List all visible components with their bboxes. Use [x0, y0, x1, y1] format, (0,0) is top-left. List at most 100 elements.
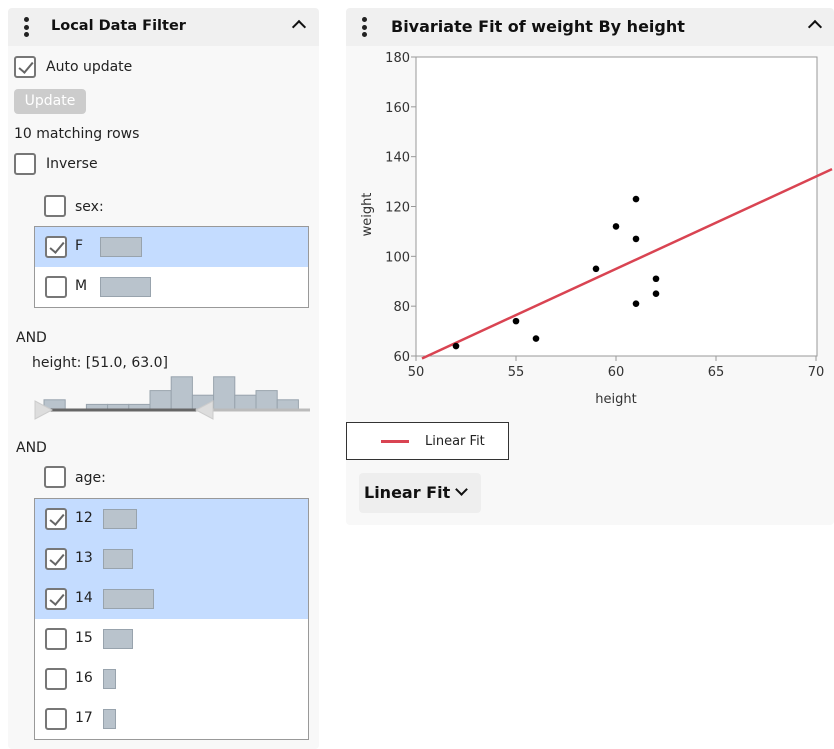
- auto-update-label: Auto update: [46, 59, 133, 75]
- age-list: 12 13 14 15 16 17: [34, 498, 309, 740]
- y-axis-label: weight: [360, 193, 375, 237]
- age-item-14[interactable]: 14: [35, 579, 308, 619]
- matching-rows: 10 matching rows: [14, 126, 140, 142]
- height-histogram-slider[interactable]: [0, 370, 320, 425]
- age-item-13[interactable]: 13: [35, 539, 308, 579]
- sex-checkbox[interactable]: [45, 276, 67, 298]
- age-item-16[interactable]: 16: [35, 659, 308, 699]
- sex-checkbox[interactable]: [45, 236, 67, 258]
- menu-dots-icon[interactable]: [24, 17, 30, 37]
- collapse-chevron-icon[interactable]: [291, 19, 307, 35]
- age-count-bar: [103, 589, 154, 609]
- data-point: [652, 275, 660, 283]
- filter-title: Local Data Filter: [51, 18, 186, 34]
- data-point: [632, 300, 640, 307]
- histogram-bar: [170, 376, 193, 410]
- data-point: [612, 223, 620, 230]
- age-checkbox[interactable]: [45, 548, 67, 570]
- and-label: AND: [16, 440, 47, 456]
- plot-area: [415, 56, 818, 357]
- slider-max-handle[interactable]: [194, 400, 214, 420]
- linear-fit-title: Linear Fit: [364, 483, 451, 502]
- x-tick-label: 55: [508, 365, 525, 380]
- histogram-bar: [213, 376, 236, 410]
- linear-fit-outline-button[interactable]: Linear Fit: [359, 473, 481, 513]
- y-tick-label: 60: [393, 350, 410, 365]
- menu-dots-icon[interactable]: [362, 17, 368, 37]
- histogram-bar: [255, 390, 278, 410]
- x-tick-label: 50: [408, 365, 425, 380]
- sex-item-label: M: [75, 278, 88, 294]
- sex-label: sex:: [75, 199, 104, 215]
- inverse-label: Inverse: [46, 156, 98, 172]
- scatter-plot: 50 55 60 65 70 60 80 100 120 140 160 180 height weigh…: [360, 51, 833, 407]
- age-count-bar: [103, 629, 133, 649]
- slider-min-handle[interactable]: [34, 400, 54, 420]
- age-count-bar: [103, 549, 133, 569]
- x-tick-label: 60: [608, 365, 625, 380]
- x-tick-label: 70: [808, 365, 825, 380]
- data-point: [652, 290, 660, 298]
- sex-item-label: F: [75, 238, 84, 254]
- sex-count-bar: [100, 277, 151, 297]
- sex-count-bar: [100, 237, 142, 257]
- age-item-label: 15: [75, 630, 93, 646]
- age-item-label: 13: [75, 550, 93, 566]
- y-tick-label: 140: [385, 151, 410, 166]
- age-checkbox[interactable]: [45, 588, 67, 610]
- y-tick-label: 180: [385, 51, 410, 66]
- age-item-label: 14: [75, 590, 93, 606]
- data-point: [512, 317, 520, 325]
- age-item-label: 17: [75, 710, 93, 726]
- sex-select-all-checkbox[interactable]: [44, 195, 66, 217]
- age-item-label: 16: [75, 670, 93, 686]
- data-point: [532, 335, 540, 342]
- histogram-bar: [85, 403, 109, 410]
- histogram-bar: [234, 394, 257, 410]
- age-checkbox[interactable]: [45, 708, 67, 730]
- age-count-bar: [103, 669, 116, 689]
- auto-update-checkbox[interactable]: [14, 56, 36, 78]
- histogram-bar: [149, 390, 172, 410]
- data-point: [452, 342, 460, 350]
- and-label: AND: [16, 330, 47, 346]
- age-count-bar: [103, 509, 137, 529]
- histogram-bar: [276, 399, 299, 410]
- x-tick-label: 65: [708, 365, 725, 380]
- collapse-chevron-icon[interactable]: [807, 19, 823, 35]
- y-tick-label: 80: [393, 300, 410, 315]
- legend-line-swatch: [381, 440, 409, 443]
- sex-list: F M: [34, 226, 309, 308]
- age-item-17[interactable]: 17: [35, 699, 308, 739]
- age-count-bar: [103, 709, 116, 729]
- update-button[interactable]: Update: [14, 89, 86, 114]
- age-checkbox[interactable]: [45, 628, 67, 650]
- age-label: age:: [75, 470, 106, 486]
- filter-header: Local Data Filter: [8, 8, 319, 46]
- legend: Linear Fit: [346, 422, 509, 460]
- data-point: [592, 265, 600, 273]
- sex-item-F[interactable]: F: [35, 227, 308, 267]
- age-item-12[interactable]: 12: [35, 499, 308, 539]
- sex-item-M[interactable]: M: [35, 267, 308, 307]
- height-range-label: height: [51.0, 63.0]: [32, 355, 168, 371]
- age-select-all-checkbox[interactable]: [44, 466, 66, 488]
- age-item-label: 12: [75, 510, 93, 526]
- data-point: [632, 235, 640, 243]
- age-checkbox[interactable]: [45, 668, 67, 690]
- chevron-down-icon: [455, 483, 468, 496]
- legend-label: Linear Fit: [425, 434, 485, 449]
- y-tick-label: 160: [385, 101, 410, 116]
- x-axis-label: height: [595, 392, 636, 407]
- histogram-bar: [128, 403, 151, 410]
- report-header: Bivariate Fit of weight By height: [346, 8, 834, 46]
- data-point: [632, 195, 640, 203]
- y-tick-label: 120: [385, 201, 410, 216]
- inverse-checkbox[interactable]: [14, 153, 36, 175]
- histogram-bar: [107, 403, 130, 410]
- linear-fit-line: [421, 167, 833, 360]
- y-tick-label: 100: [385, 250, 410, 265]
- age-checkbox[interactable]: [45, 508, 67, 530]
- age-item-15[interactable]: 15: [35, 619, 308, 659]
- report-title: Bivariate Fit of weight By height: [391, 17, 685, 36]
